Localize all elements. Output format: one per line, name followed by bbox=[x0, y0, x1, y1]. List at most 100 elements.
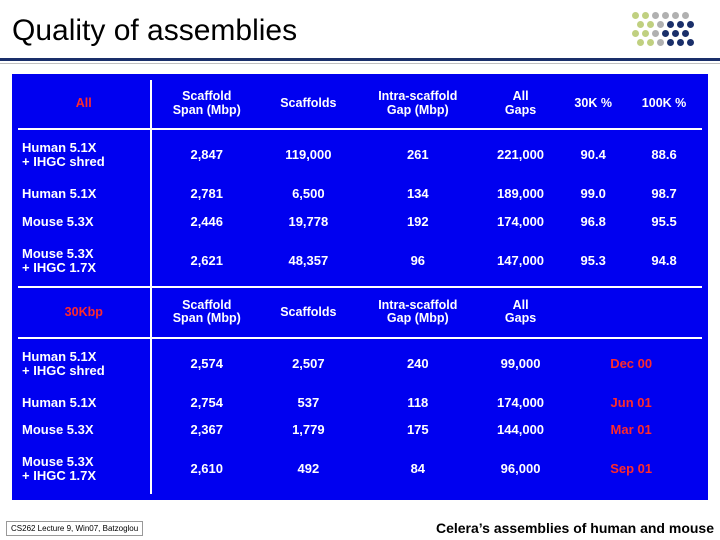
cell-scaffolds: 2,507 bbox=[262, 338, 355, 389]
col-h-line1: Intra-scaffold bbox=[378, 89, 457, 103]
col-h-line2: Gap (Mbp) bbox=[387, 103, 449, 117]
logo-dot bbox=[662, 12, 669, 19]
logo-dot bbox=[647, 39, 654, 46]
cell-span: 2,621 bbox=[151, 236, 262, 287]
col-header-intragap: Intra-scaffold Gap (Mbp) bbox=[355, 80, 481, 129]
cell-100k: 98.7 bbox=[626, 180, 702, 208]
cell-allgaps: 147,000 bbox=[481, 236, 560, 287]
logo-dot bbox=[687, 39, 694, 46]
cell-100k: 94.8 bbox=[626, 236, 702, 287]
col-header-100k: 100K % bbox=[626, 80, 702, 129]
cell-gap: 118 bbox=[355, 389, 481, 417]
logo-dot bbox=[662, 30, 669, 37]
cell-span: 2,446 bbox=[151, 208, 262, 236]
title-underline-thin bbox=[0, 63, 720, 64]
cell-gap: 96 bbox=[355, 236, 481, 287]
logo-dot bbox=[657, 39, 664, 46]
title-underline bbox=[0, 58, 720, 61]
table-row: Human 5.1X+ IHGC shred2,847119,000261221… bbox=[18, 129, 702, 180]
col-h-line1: Scaffold bbox=[182, 89, 231, 103]
row-label: Human 5.1X+ IHGC shred bbox=[18, 129, 151, 180]
cell-allgaps: 144,000 bbox=[481, 417, 560, 445]
cell-date: Mar 01 bbox=[560, 417, 702, 445]
cell-gap: 261 bbox=[355, 129, 481, 180]
logo-dot bbox=[642, 30, 649, 37]
cell-30k: 95.3 bbox=[560, 236, 626, 287]
cell-gap: 192 bbox=[355, 208, 481, 236]
cell-allgaps: 99,000 bbox=[481, 338, 560, 389]
cell-100k: 88.6 bbox=[626, 129, 702, 180]
table-row: Human 5.1X2,754537118174,000Jun 01 bbox=[18, 389, 702, 417]
cell-gap: 175 bbox=[355, 417, 481, 445]
cell-span: 2,610 bbox=[151, 444, 262, 494]
logo-dot bbox=[642, 12, 649, 19]
row-label: Human 5.1X+ IHGC shred bbox=[18, 338, 151, 389]
col-h-line1: Intra-scaffold bbox=[378, 298, 457, 312]
section-30kbp-label: 30Kbp bbox=[18, 287, 151, 338]
col-h-line1: Scaffold bbox=[182, 298, 231, 312]
col-h-line1: All bbox=[513, 89, 529, 103]
table-row: Mouse 5.3X2,44619,778192174,00096.895.5 bbox=[18, 208, 702, 236]
col-header-allgaps: All Gaps bbox=[481, 80, 560, 129]
cell-span: 2,574 bbox=[151, 338, 262, 389]
cell-allgaps: 96,000 bbox=[481, 444, 560, 494]
assembly-table: All Scaffold Span (Mbp) Scaffolds Intra-… bbox=[18, 80, 702, 494]
cell-30k: 96.8 bbox=[560, 208, 626, 236]
col-header-30k: 30K % bbox=[560, 80, 626, 129]
cell-gap: 134 bbox=[355, 180, 481, 208]
cell-allgaps: 189,000 bbox=[481, 180, 560, 208]
row-label: Mouse 5.3X bbox=[18, 417, 151, 445]
cell-span: 2,781 bbox=[151, 180, 262, 208]
logo-dot bbox=[687, 21, 694, 28]
table-row: Human 5.1X+ IHGC shred2,5742,50724099,00… bbox=[18, 338, 702, 389]
cell-scaffolds: 48,357 bbox=[262, 236, 355, 287]
footer-lecture-box: CS262 Lecture 9, Win07, Batzoglou bbox=[6, 521, 143, 536]
col-header-scaffolds: Scaffolds bbox=[262, 287, 355, 338]
table-row: Mouse 5.3X+ IHGC 1.7X2,6104928496,000Sep… bbox=[18, 444, 702, 494]
logo-dot bbox=[672, 12, 679, 19]
cell-date: Jun 01 bbox=[560, 389, 702, 417]
row-label: Mouse 5.3X+ IHGC 1.7X bbox=[18, 236, 151, 287]
section-all-label: All bbox=[18, 80, 151, 129]
logo-dot bbox=[632, 30, 639, 37]
cell-scaffolds: 492 bbox=[262, 444, 355, 494]
col-header-scaffolds: Scaffolds bbox=[262, 80, 355, 129]
cell-allgaps: 174,000 bbox=[481, 208, 560, 236]
col-header-scaffold-span: Scaffold Span (Mbp) bbox=[151, 287, 262, 338]
col-header-empty bbox=[626, 287, 702, 338]
table-row: Human 5.1X2,7816,500134189,00099.098.7 bbox=[18, 180, 702, 208]
cell-30k: 99.0 bbox=[560, 180, 626, 208]
logo-dot bbox=[682, 30, 689, 37]
cell-scaffolds: 1,779 bbox=[262, 417, 355, 445]
col-h-line2: Gap (Mbp) bbox=[387, 311, 449, 325]
row-label: Human 5.1X bbox=[18, 180, 151, 208]
cell-scaffolds: 537 bbox=[262, 389, 355, 417]
logo-dot bbox=[637, 21, 644, 28]
col-h-line2: Span (Mbp) bbox=[173, 103, 241, 117]
footer-caption: Celera’s assemblies of human and mouse bbox=[436, 520, 714, 536]
cell-allgaps: 221,000 bbox=[481, 129, 560, 180]
cell-date: Dec 00 bbox=[560, 338, 702, 389]
cell-scaffolds: 119,000 bbox=[262, 129, 355, 180]
logo-dot bbox=[667, 39, 674, 46]
logo-dot bbox=[652, 12, 659, 19]
cell-span: 2,847 bbox=[151, 129, 262, 180]
cell-scaffolds: 19,778 bbox=[262, 208, 355, 236]
logo-dot bbox=[677, 21, 684, 28]
col-header-scaffold-span: Scaffold Span (Mbp) bbox=[151, 80, 262, 129]
cell-100k: 95.5 bbox=[626, 208, 702, 236]
table-row: Mouse 5.3X+ IHGC 1.7X2,62148,35796147,00… bbox=[18, 236, 702, 287]
logo-dot bbox=[652, 30, 659, 37]
col-h-line2: Gaps bbox=[505, 103, 536, 117]
col-h-line1: All bbox=[513, 298, 529, 312]
cell-date: Sep 01 bbox=[560, 444, 702, 494]
logo-dot bbox=[637, 39, 644, 46]
logo-dot bbox=[677, 39, 684, 46]
cell-30k: 90.4 bbox=[560, 129, 626, 180]
col-header-allgaps: All Gaps bbox=[481, 287, 560, 338]
corner-logo bbox=[632, 12, 702, 56]
cell-span: 2,367 bbox=[151, 417, 262, 445]
logo-dot bbox=[647, 21, 654, 28]
logo-dot bbox=[667, 21, 674, 28]
col-h-line2: Gaps bbox=[505, 311, 536, 325]
